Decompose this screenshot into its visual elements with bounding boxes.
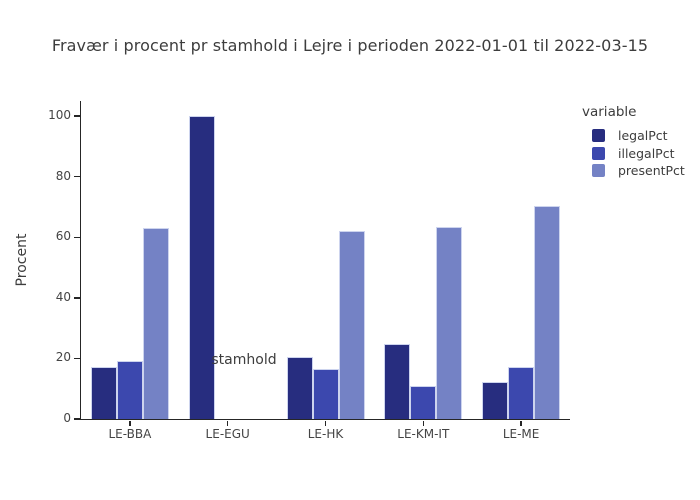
y-tick-label: 100 [48,108,71,123]
y-tick-label: 0 [63,411,71,425]
y-tick [73,297,80,299]
y-tick [73,357,80,360]
bar-illegalPct-LE-ME[interactable] [508,367,535,419]
legend-item-legalPct[interactable]: legalPct [592,127,685,145]
plot-area[interactable]: LE-BBA LE-EGU LE-HK LE-KM-IT LE-ME 0 20 40 60 80 1… [48,101,570,441]
bar-legalPct-LE-KM-IT[interactable] [384,343,411,419]
x-tick [129,421,131,426]
x-tick-label: LE-HK [307,427,344,441]
bar-illegalPct-LE-BBA[interactable] [116,361,143,419]
legend-label: illegalPct [618,145,675,161]
legend-label: legalPct [618,128,668,144]
bar-illegalPct-LE-HK[interactable] [312,369,339,419]
x-tick [226,421,229,426]
bar-presentPct-LE-BBA[interactable] [142,227,169,419]
x-tick [422,421,425,426]
legend-item-presentPct[interactable]: presentPct [592,162,685,180]
legend-item-illegalPct[interactable]: illegalPct [592,145,685,163]
bar-legalPct-LE-EGU[interactable] [188,116,215,419]
legend-swatch-presentPct [592,164,605,178]
y-tick [73,418,80,420]
x-tick-label: LE-ME [502,427,540,441]
legend-label: presentPct [618,163,685,179]
bar-presentPct-LE-ME[interactable] [534,206,561,419]
y-tick [73,175,80,178]
bar-legalPct-LE-BBA[interactable] [90,366,117,419]
bar-legalPct-LE-ME[interactable] [482,382,509,419]
y-tick [73,115,80,117]
bar-presentPct-LE-KM-IT[interactable] [436,227,463,419]
y-tick [73,236,80,239]
y-axis-title: Procent [14,233,30,287]
legend-title: variable [582,104,637,120]
y-tick-label: 20 [55,350,71,365]
x-tick [520,421,522,426]
legend-swatch-illegalPct [592,146,605,160]
x-tick-label: LE-KM-IT [397,427,450,441]
y-tick-label: 80 [55,168,71,183]
y-tick-label: 60 [55,229,71,244]
legend-swatch-legalPct [592,129,605,143]
x-axis-title: stamhold [211,352,277,368]
chart-title: Fravær i procent pr stamhold i Lejre i p… [51,36,649,55]
x-tick [324,421,327,426]
bar-presentPct-LE-HK[interactable] [338,231,365,419]
bar-legalPct-LE-HK[interactable] [286,356,313,419]
y-tick-label: 40 [55,289,71,304]
legend: variable legalPct illegalPct presentPct [582,104,685,180]
x-tick-label: LE-BBA [108,427,152,441]
x-tick-label: LE-EGU [205,427,250,441]
bar-illegalPct-LE-KM-IT[interactable] [410,385,437,419]
